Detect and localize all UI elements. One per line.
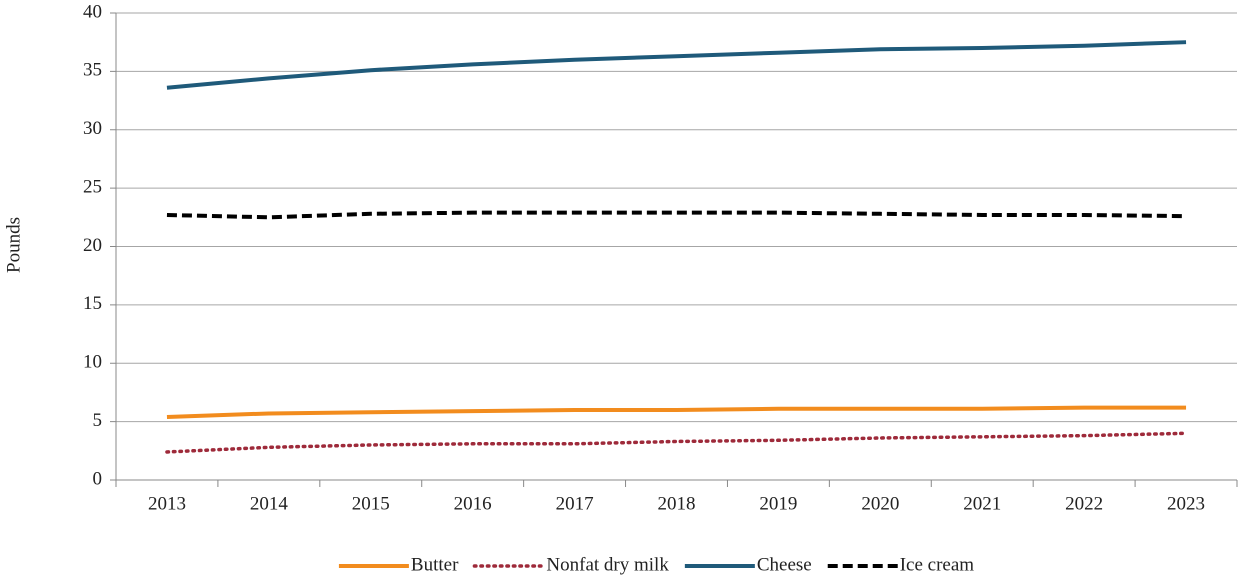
x-tick-label: 2023 [1167,493,1205,514]
x-tick-label: 2022 [1065,493,1103,514]
legend-label: Nonfat dry milk [546,554,669,575]
y-tick-label: 0 [93,468,103,489]
x-tick-label: 2015 [352,493,390,514]
legend-label: Cheese [757,554,812,575]
x-tick-label: 2013 [148,493,186,514]
x-tick-label: 2014 [250,493,289,514]
legend-label: Butter [411,554,459,575]
line-series [166,210,1187,220]
x-tick-label: 2019 [759,493,797,514]
line-series [166,40,1187,90]
x-tick-label: 2017 [556,493,594,514]
y-tick-label: 25 [83,176,102,197]
y-tick-label: 35 [83,60,102,81]
line-series [165,431,1188,454]
y-tick-label: 5 [93,410,103,431]
x-tick-label: 2018 [658,493,696,514]
x-tick-label: 2021 [963,493,1001,514]
y-tick-label: 20 [83,235,102,256]
y-tick-label: 40 [83,1,102,22]
y-tick-label: 15 [83,293,102,314]
x-tick-label: 2016 [454,493,492,514]
y-tick-label: 30 [83,118,102,139]
y-axis-label: Pounds [3,217,24,273]
legend-label: Ice cream [900,554,975,575]
line-series [166,405,1187,419]
x-tick-label: 2020 [861,493,899,514]
y-tick-label: 10 [83,352,102,373]
